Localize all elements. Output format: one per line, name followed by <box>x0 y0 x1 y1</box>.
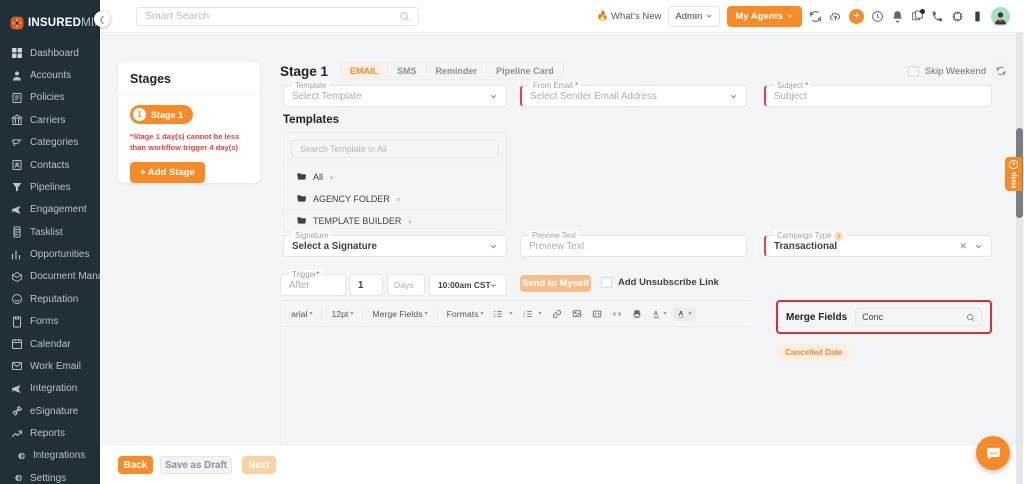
svg-text:3: 3 <box>523 315 525 318</box>
svg-text:A: A <box>653 310 658 317</box>
svg-text:A: A <box>678 310 683 317</box>
